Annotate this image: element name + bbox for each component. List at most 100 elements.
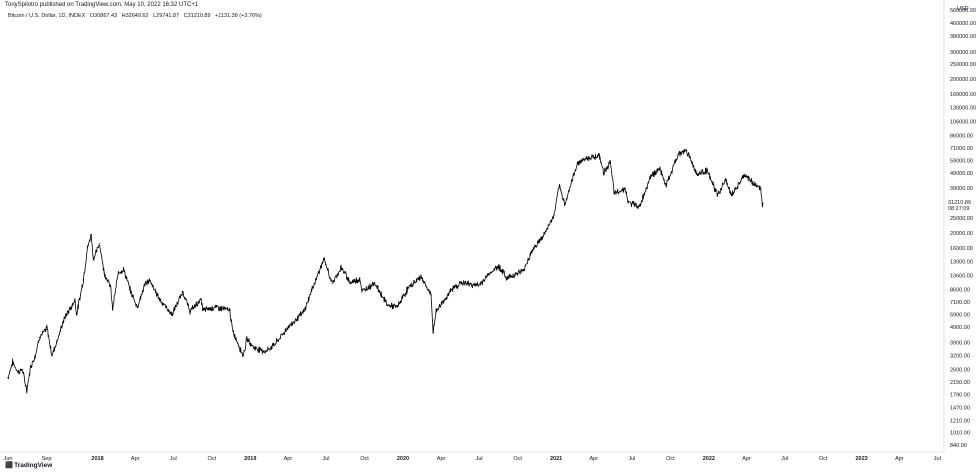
price-data-point bbox=[71, 305, 73, 307]
price-data-point bbox=[76, 313, 78, 316]
price-data-point bbox=[665, 185, 667, 187]
time-tick-label: 2019 bbox=[244, 456, 256, 462]
time-tick-label: 2023 bbox=[855, 456, 867, 462]
time-tick-label: Apr bbox=[437, 456, 446, 462]
price-data-point bbox=[274, 343, 276, 345]
price-data-point bbox=[627, 201, 629, 204]
price-tick-label: 1210.00 bbox=[950, 419, 970, 425]
price-data-point bbox=[725, 178, 727, 181]
time-tick-label: Apr bbox=[742, 456, 751, 462]
time-tick-label: 2022 bbox=[703, 456, 715, 462]
time-tick-label: Sep bbox=[42, 456, 52, 462]
price-data-point bbox=[359, 278, 361, 280]
price-data-point bbox=[373, 282, 376, 284]
price-data-point bbox=[74, 298, 76, 301]
price-data-point bbox=[603, 172, 605, 174]
currency-label[interactable]: USD bbox=[957, 6, 969, 12]
last-price-value: 31210.89 bbox=[948, 200, 971, 207]
price-data-point bbox=[253, 347, 255, 349]
price-data-point bbox=[761, 205, 764, 207]
price-data-point bbox=[361, 291, 363, 293]
price-data-point bbox=[407, 287, 410, 289]
time-tick-label: Jul bbox=[170, 456, 177, 462]
price-data-point bbox=[229, 309, 231, 311]
price-data-point bbox=[144, 282, 146, 285]
price-data-point bbox=[242, 354, 244, 357]
price-data-point bbox=[624, 187, 626, 189]
price-tick-label: 7100.00 bbox=[950, 300, 970, 306]
price-tick-label: 250000.00 bbox=[950, 62, 976, 68]
plot-area[interactable] bbox=[7, 148, 764, 394]
price-data-point bbox=[340, 267, 342, 269]
price-data-point bbox=[650, 175, 652, 177]
time-tick-label: Oct bbox=[819, 456, 828, 462]
symbol-name[interactable]: Bitcoin / U.S. Dollar, 1D, INDEX bbox=[8, 13, 86, 19]
price-data-point bbox=[112, 308, 114, 310]
price-data-point bbox=[659, 168, 661, 170]
last-price-label: 31210.89 08:27:09 bbox=[948, 200, 971, 212]
time-tick-label: Apr bbox=[895, 456, 904, 462]
price-tick-label: 1790.00 bbox=[950, 392, 970, 398]
price-data-point bbox=[159, 298, 161, 301]
time-tick-label: Oct bbox=[360, 456, 369, 462]
ohlc-close: C31210.89 bbox=[183, 13, 211, 19]
price-data-point bbox=[26, 389, 28, 391]
price-data-point bbox=[117, 271, 120, 273]
price-data-point bbox=[386, 304, 389, 306]
tradingview-logo-icon: ⬛ bbox=[5, 462, 13, 469]
price-data-point bbox=[598, 155, 600, 157]
price-tick-label: 20000.00 bbox=[950, 231, 973, 237]
price-data-point bbox=[576, 162, 579, 164]
price-data-point bbox=[331, 282, 333, 285]
time-tick-label: Oct bbox=[666, 456, 675, 462]
price-data-point bbox=[460, 282, 463, 284]
tradingview-logo[interactable]: ⬛ TradingView bbox=[5, 461, 53, 470]
ohlc-low: L29741.87 bbox=[153, 13, 180, 19]
price-data-point bbox=[171, 313, 173, 316]
price-data-point bbox=[86, 247, 89, 249]
price-tick-label: 2600.00 bbox=[950, 367, 970, 373]
ohlc-high: H32649.62 bbox=[121, 13, 149, 19]
price-data-point bbox=[558, 185, 560, 188]
price-data-point bbox=[12, 361, 14, 363]
price-data-point bbox=[303, 310, 305, 312]
time-tick-label: Oct bbox=[207, 456, 216, 462]
price-data-point bbox=[123, 269, 125, 271]
tradingview-logo-text: TradingView bbox=[14, 461, 53, 469]
time-axis[interactable]: Jun Sep 2018 Apr Jul Oct 2019 Apr Jul Oct 2020 Apr J… bbox=[4, 456, 941, 462]
price-data-point bbox=[55, 341, 58, 343]
price-tick-label: 460000.00 bbox=[950, 21, 976, 27]
price-tick-label: 3200.00 bbox=[950, 354, 970, 360]
price-data-point bbox=[677, 153, 679, 155]
time-tick-label: Jul bbox=[781, 456, 788, 462]
price-data-point bbox=[34, 354, 36, 357]
price-data-point bbox=[730, 194, 733, 197]
price-data-point bbox=[744, 174, 746, 176]
price-data-point bbox=[82, 279, 84, 281]
price-tick-label: 1010.00 bbox=[950, 431, 970, 437]
price-data-point bbox=[522, 269, 525, 272]
price-data-point bbox=[452, 287, 454, 289]
price-data-point bbox=[287, 326, 289, 328]
price-tick-label: 10600.00 bbox=[950, 273, 973, 279]
price-tick-label: 1470.00 bbox=[950, 406, 970, 412]
time-tick-label: Apr bbox=[284, 456, 293, 462]
price-data-point bbox=[760, 188, 762, 190]
price-tick-label: 59000.00 bbox=[950, 159, 973, 165]
price-data-point bbox=[639, 205, 641, 207]
price-tick-label: 16000.00 bbox=[950, 246, 973, 252]
price-tick-label: 39000.00 bbox=[950, 186, 973, 192]
time-tick-label: Jul bbox=[476, 456, 483, 462]
price-tick-label: 300000.00 bbox=[950, 50, 976, 56]
price-data-point bbox=[613, 193, 615, 195]
price-data-point bbox=[51, 354, 53, 357]
price-tick-label: 380000.00 bbox=[950, 34, 976, 40]
price-data-point bbox=[182, 291, 184, 293]
price-tick-label: 3900.00 bbox=[950, 340, 970, 346]
price-axis[interactable]: 560000.00 460000.00 380000.00 300000.00 2500… bbox=[950, 8, 976, 449]
price-data-point bbox=[696, 173, 698, 175]
price-data-point bbox=[396, 306, 398, 308]
ohlc-open: O30867.43 bbox=[89, 13, 118, 19]
price-data-point bbox=[21, 368, 23, 371]
